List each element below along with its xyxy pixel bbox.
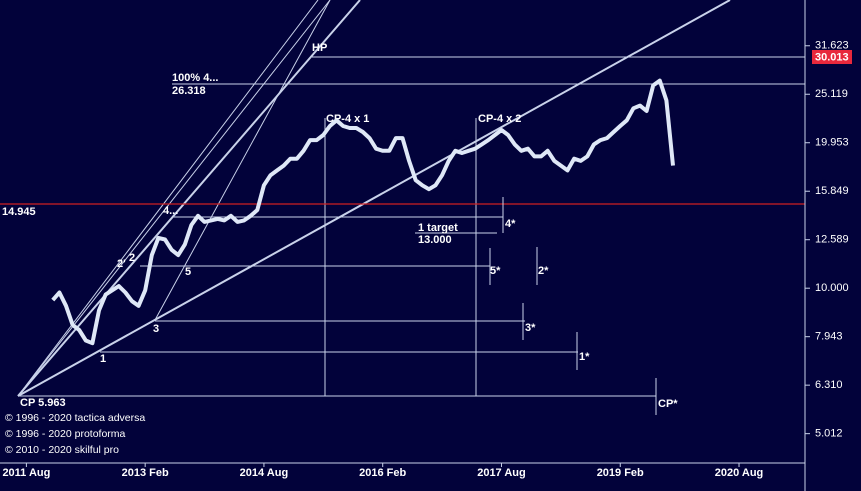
y-tick-label: 7.943 [815, 331, 843, 343]
y-tick-label: 39.811 [815, 0, 848, 3]
annotation: HP [312, 42, 327, 54]
price-marker-box [812, 50, 852, 64]
annotation: 4* [505, 218, 516, 230]
annotation: 3* [525, 322, 536, 334]
x-tick-label: 2020 Aug [715, 467, 764, 479]
annotation: 2* [538, 265, 549, 277]
annotation: 3 [153, 323, 159, 335]
footer: © 1996 - 2020 tactica adversa [5, 412, 145, 424]
y-tick-label: 12.589 [815, 234, 849, 246]
annotation: CP 5.963 [20, 397, 66, 409]
x-tick-label: 2016 Feb [359, 467, 406, 479]
y-tick-label: 15.849 [815, 185, 849, 197]
annotation: CP* [658, 398, 678, 410]
annotation: 13.000 [418, 234, 452, 246]
annotation: 26.318 [172, 85, 206, 97]
y-tick-label: 25.119 [815, 88, 848, 100]
annotation: 14.945 [2, 206, 36, 218]
y-tick-label: 5.012 [815, 428, 843, 440]
annotation: 1* [579, 351, 590, 363]
x-tick-label: 2014 Aug [240, 467, 289, 479]
x-tick-label: 2011 Aug [2, 467, 50, 479]
price-line [51, 78, 675, 346]
x-tick-label: 2017 Aug [477, 467, 526, 479]
annotation: 5* [490, 265, 501, 277]
y-tick-label: 31.623 [815, 40, 849, 52]
annotation: 2' [117, 258, 126, 270]
y-tick-label: 6.310 [815, 379, 843, 391]
annotation: 2 [129, 252, 135, 264]
y-tick-label: 19.953 [815, 137, 849, 149]
y-tick-label: 10.000 [815, 282, 849, 294]
x-tick-label: 2019 Feb [597, 467, 644, 479]
price-marker: 30.013 [815, 51, 849, 63]
trend-lines [0, 0, 805, 415]
annotation: 1 target [418, 222, 458, 234]
annotation: CP-4 x 2 [478, 113, 521, 125]
footer: © 2010 - 2020 skilful pro [5, 444, 119, 456]
annotation: 4... [163, 205, 178, 217]
annotation: 5 [185, 266, 191, 278]
annotation: 100% 4... [172, 72, 218, 84]
x-tick-label: 2013 Feb [122, 467, 169, 479]
footer: © 1996 - 2020 protoforma [5, 428, 126, 440]
annotation: 1 [100, 353, 106, 365]
